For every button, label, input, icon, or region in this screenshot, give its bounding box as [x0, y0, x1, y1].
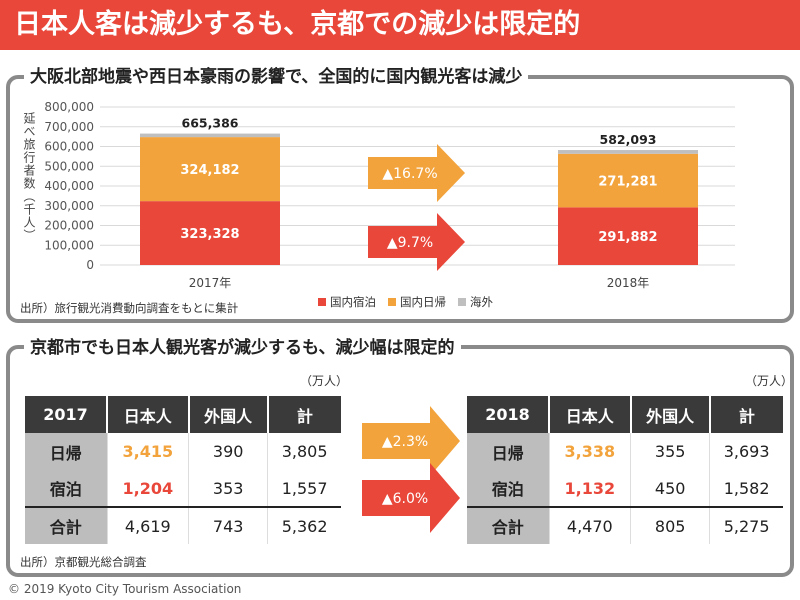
table-cell: 450 [630, 470, 710, 507]
table-col-foreign: 外国人 [629, 396, 710, 433]
table-year-header: 2017 [25, 396, 107, 433]
y-tick-label: 400,000 [44, 179, 94, 193]
page-title: 日本人客は減少するも、京都での減少は限定的 [0, 0, 800, 50]
table-col-foreign: 外国人 [187, 396, 268, 433]
table-cell: 1,582 [709, 470, 783, 507]
legend-item-domestic-daytrip: 国内日帰 [388, 294, 446, 310]
kyoto-panel-title: 京都市でも日本人観光客が減少するも、減少幅は限定的 [24, 333, 461, 358]
arrow-overnight-change [362, 463, 460, 533]
table-cell: 5,362 [267, 506, 341, 544]
bar-segment [140, 133, 280, 138]
table-row-label: 日帰 [467, 433, 549, 470]
bar-segment [558, 150, 698, 154]
bar-data-label: 324,182 [180, 163, 239, 178]
table-col-total: 計 [266, 396, 341, 433]
table-cell: 3,805 [267, 433, 341, 470]
x-tick-label: 2017年 [189, 276, 232, 290]
table-cell: 3,338 [548, 433, 631, 470]
table-source-note: 出所）京都観光総合調査 [20, 555, 147, 569]
table-row-label: 宿泊 [467, 470, 549, 507]
kyoto-table-2018: 2018 日本人 外国人 計 日帰 3,338 355 3,693 宿泊 1,1… [467, 396, 783, 544]
y-tick-label: 700,000 [44, 120, 94, 134]
table-cell: 355 [630, 433, 710, 470]
y-tick-label: 200,000 [44, 219, 94, 233]
table-row: 宿泊 1,204 353 1,557 [25, 470, 341, 507]
table-cell: 4,470 [548, 506, 631, 544]
copyright-notice: © 2019 Kyoto City Tourism Association [8, 582, 242, 596]
x-tick-label: 2018年 [607, 276, 650, 290]
bar-total-label: 582,093 [600, 132, 657, 147]
table-row-label: 日帰 [25, 433, 107, 470]
arrow-overnight-label: ▲6.0% [382, 491, 428, 507]
table-cell: 805 [630, 506, 710, 544]
table-cell: 743 [188, 506, 268, 544]
bar-segment [140, 137, 280, 202]
table-row-label: 合計 [25, 506, 107, 544]
table-row: 日帰 3,338 355 3,693 [467, 433, 783, 470]
bar-data-label: 291,882 [598, 230, 657, 245]
bar-data-label: 271,281 [598, 175, 657, 190]
change-arrow [368, 213, 465, 271]
table-cell: 5,275 [709, 506, 783, 544]
table-col-total: 計 [708, 396, 783, 433]
change-arrow [368, 144, 465, 202]
unit-label-2017: （万人） [300, 374, 349, 388]
kyoto-table-2017: 2017 日本人 外国人 計 日帰 3,415 390 3,805 宿泊 1,2… [25, 396, 341, 544]
table-cell: 390 [188, 433, 268, 470]
table-header-row: 2017 日本人 外国人 計 [25, 396, 341, 433]
chart-source-note: 出所）旅行観光消費動向調査をもとに集計 [20, 301, 239, 315]
table-row: 日帰 3,415 390 3,805 [25, 433, 341, 470]
change-arrow-label: ▲16.7% [382, 166, 437, 182]
table-cell: 3,693 [709, 433, 783, 470]
bar-segment [140, 201, 280, 265]
y-tick-label: 600,000 [44, 140, 94, 154]
legend-item-overseas: 海外 [458, 294, 493, 310]
table-col-japanese: 日本人 [548, 396, 631, 433]
chart-legend: 国内宿泊 国内日帰 海外 [318, 294, 493, 310]
legend-label: 国内日帰 [400, 295, 446, 309]
legend-label: 国内宿泊 [330, 295, 376, 309]
table-cell: 353 [188, 470, 268, 507]
table-cell: 1,204 [106, 470, 189, 507]
legend-item-domestic-overnight: 国内宿泊 [318, 294, 376, 310]
legend-label: 海外 [470, 295, 493, 309]
change-arrow-label: ▲9.7% [387, 235, 433, 251]
arrow-daytrip-label: ▲2.3% [382, 434, 428, 450]
y-tick-label: 500,000 [44, 159, 94, 173]
unit-label-2018: （万人） [745, 374, 794, 388]
table-cell: 1,557 [267, 470, 341, 507]
table-row: 合計 4,470 805 5,275 [467, 506, 783, 544]
table-header-row: 2018 日本人 外国人 計 [467, 396, 783, 433]
table-cell: 3,415 [106, 433, 189, 470]
national-panel-title: 大阪北部地震や西日本豪雨の影響で、全国的に国内観光客は減少 [24, 62, 529, 87]
table-cell: 4,619 [106, 506, 189, 544]
table-row: 合計 4,619 743 5,362 [25, 506, 341, 544]
y-tick-label: 100,000 [44, 238, 94, 252]
bar-segment [558, 207, 698, 265]
stacked-bar-chart: 0 100,000 200,000 300,000 400,000 500,000 600,… [44, 100, 735, 290]
table-row-label: 合計 [467, 506, 549, 544]
table-row: 宿泊 1,132 450 1,582 [467, 470, 783, 507]
y-tick-label: 0 [86, 258, 94, 272]
table-cell: 1,132 [548, 470, 631, 507]
table-year-header: 2018 [467, 396, 549, 433]
legend-swatch [458, 298, 466, 306]
y-tick-label: 800,000 [44, 100, 94, 114]
arrow-daytrip-change [362, 406, 460, 476]
bar-data-label: 323,328 [180, 227, 239, 242]
table-row-label: 宿泊 [25, 470, 107, 507]
table-col-japanese: 日本人 [106, 396, 189, 433]
legend-swatch [318, 298, 326, 306]
bar-total-label: 665,386 [182, 116, 239, 131]
y-tick-label: 300,000 [44, 199, 94, 213]
legend-swatch [388, 298, 396, 306]
bar-segment [558, 153, 698, 208]
chart-y-axis-label: 延べ旅行者数（千人） [22, 112, 36, 242]
